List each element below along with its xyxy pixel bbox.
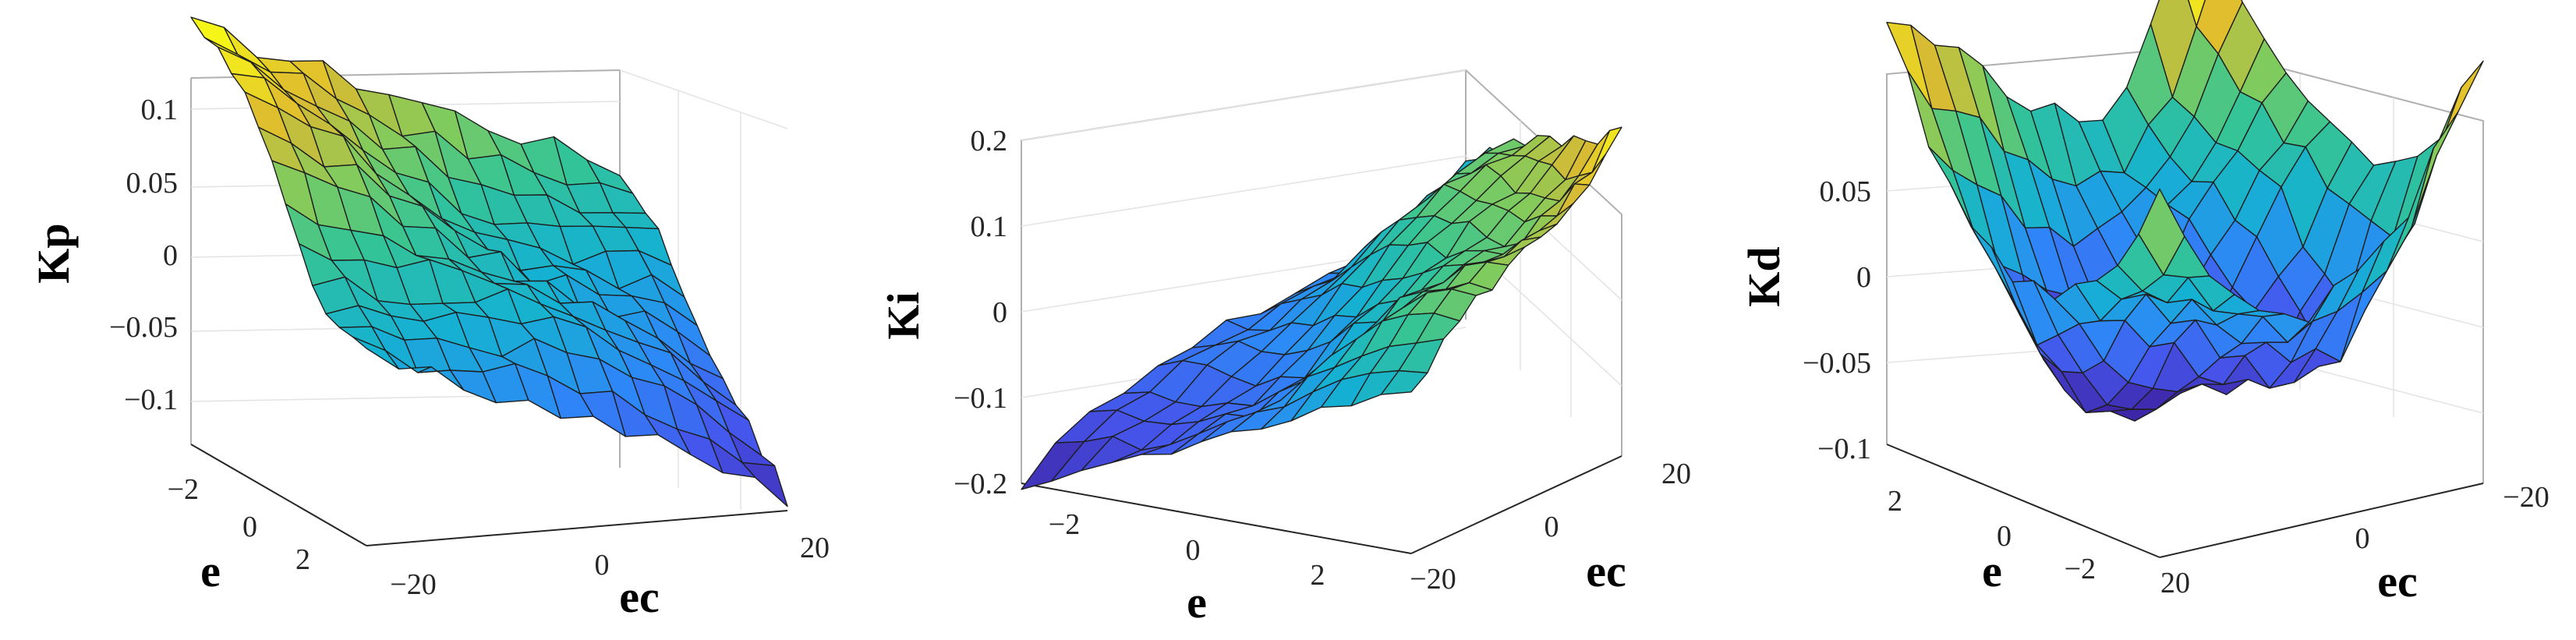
ki-ec-tick-label: 0: [1545, 511, 1559, 543]
kd-e-tick-label: 2: [1888, 485, 1902, 518]
ki-z-tick-label: 0.2: [971, 125, 1008, 157]
ki-axes-box: [1021, 69, 1622, 554]
kd-z-tick-label: −0.1: [1817, 433, 1871, 465]
ki-z-ticks: 0.2 0.1 0 −0.1 −0.2: [954, 125, 1007, 500]
kp-z-tick-label: 0.05: [126, 167, 179, 200]
ki-z-tick-label: −0.1: [954, 382, 1007, 415]
kp-z-tick-label: 0.1: [141, 94, 179, 126]
kd-surface-cell: [2138, 188, 2185, 276]
ki-ec-tick-label: −20: [1410, 563, 1456, 596]
kp-z-axis-label: Kp: [28, 223, 79, 283]
kd-z-tick-label: 0.05: [1820, 175, 1872, 208]
kd-surface-mesh: [1886, 0, 2484, 422]
kp-z-ticks: 0.1 0.05 0 −0.05 −0.1: [109, 94, 178, 416]
kp-surface-plot: 0.1 0.05 0 −0.05 −0.1 −2 0 2 −20 0 20 Kp…: [28, 16, 830, 622]
kd-ec-tick-label: 0: [2355, 522, 2370, 555]
ki-e-tick-label: 2: [1311, 559, 1325, 592]
kd-z-axis-label: Kd: [1739, 246, 1789, 306]
ki-surface-cell: [1380, 370, 1428, 395]
kp-ec-ticks: −20 0 20: [390, 532, 830, 601]
ki-ec-ticks: −20 0 20: [1410, 458, 1691, 596]
ki-z-tick-label: −0.2: [954, 468, 1007, 500]
kd-ec-axis-label: ec: [2377, 556, 2418, 606]
kd-e-axis-label: e: [1982, 546, 2002, 596]
kd-z-tick-label: 0: [1856, 261, 1871, 294]
kd-z-ticks: 0.05 0 −0.05 −0.1: [1803, 175, 1871, 465]
ki-e-ticks: −2 0 2: [1049, 508, 1325, 592]
kp-ec-tick-label: −20: [390, 568, 436, 601]
ki-e-axis-label: e: [1187, 577, 1207, 628]
kp-ec-tick-label: 20: [800, 532, 830, 564]
ki-e-tick-label: −2: [1049, 508, 1080, 541]
ki-surface-plot: 0.2 0.1 0 −0.1 −0.2 −2 0 2 −20 0 20 Ki e…: [878, 69, 1691, 628]
kd-surface-plot: 0.05 0 −0.05 −0.1 2 0 −2 20 0 −20 Kd e e…: [1739, 0, 2549, 606]
ki-surface-mesh: [1021, 126, 1622, 490]
kd-ec-ticks: 20 0 −20: [2160, 481, 2549, 599]
kp-surface-cell: [352, 336, 400, 370]
kp-ec-tick-label: 0: [595, 549, 610, 582]
kp-surface-cell: [741, 461, 788, 507]
kp-e-ticks: −2 0 2: [168, 473, 310, 576]
kp-z-tick-label: −0.1: [124, 384, 178, 416]
ki-z-tick-label: 0: [993, 296, 1007, 329]
kp-z-tick-label: −0.05: [109, 311, 178, 344]
kp-e-tick-label: −2: [168, 473, 199, 506]
ki-z-axis-label: Ki: [878, 292, 929, 339]
kd-z-tick-label: −0.05: [1803, 347, 1871, 380]
kp-e-tick-label: 2: [295, 543, 310, 576]
kp-surface-mesh: [190, 16, 788, 507]
ki-ec-axis-label: ec: [1586, 546, 1626, 596]
ki-z-tick-label: 0.1: [971, 210, 1008, 243]
kp-e-tick-label: 0: [242, 511, 257, 543]
ki-ec-tick-label: 20: [1661, 458, 1691, 490]
kd-e-tick-label: −2: [2065, 553, 2096, 585]
kp-ec-axis-label: ec: [619, 571, 660, 622]
kp-z-tick-label: 0: [163, 239, 178, 272]
kd-ec-tick-label: −20: [2503, 481, 2549, 514]
ki-e-tick-label: 0: [1186, 534, 1201, 567]
kp-e-axis-label: e: [200, 546, 221, 596]
kd-e-tick-label: 0: [1997, 520, 2012, 553]
kd-ec-tick-label: 20: [2160, 567, 2190, 599]
kd-e-ticks: 2 0 −2: [1888, 485, 2096, 585]
